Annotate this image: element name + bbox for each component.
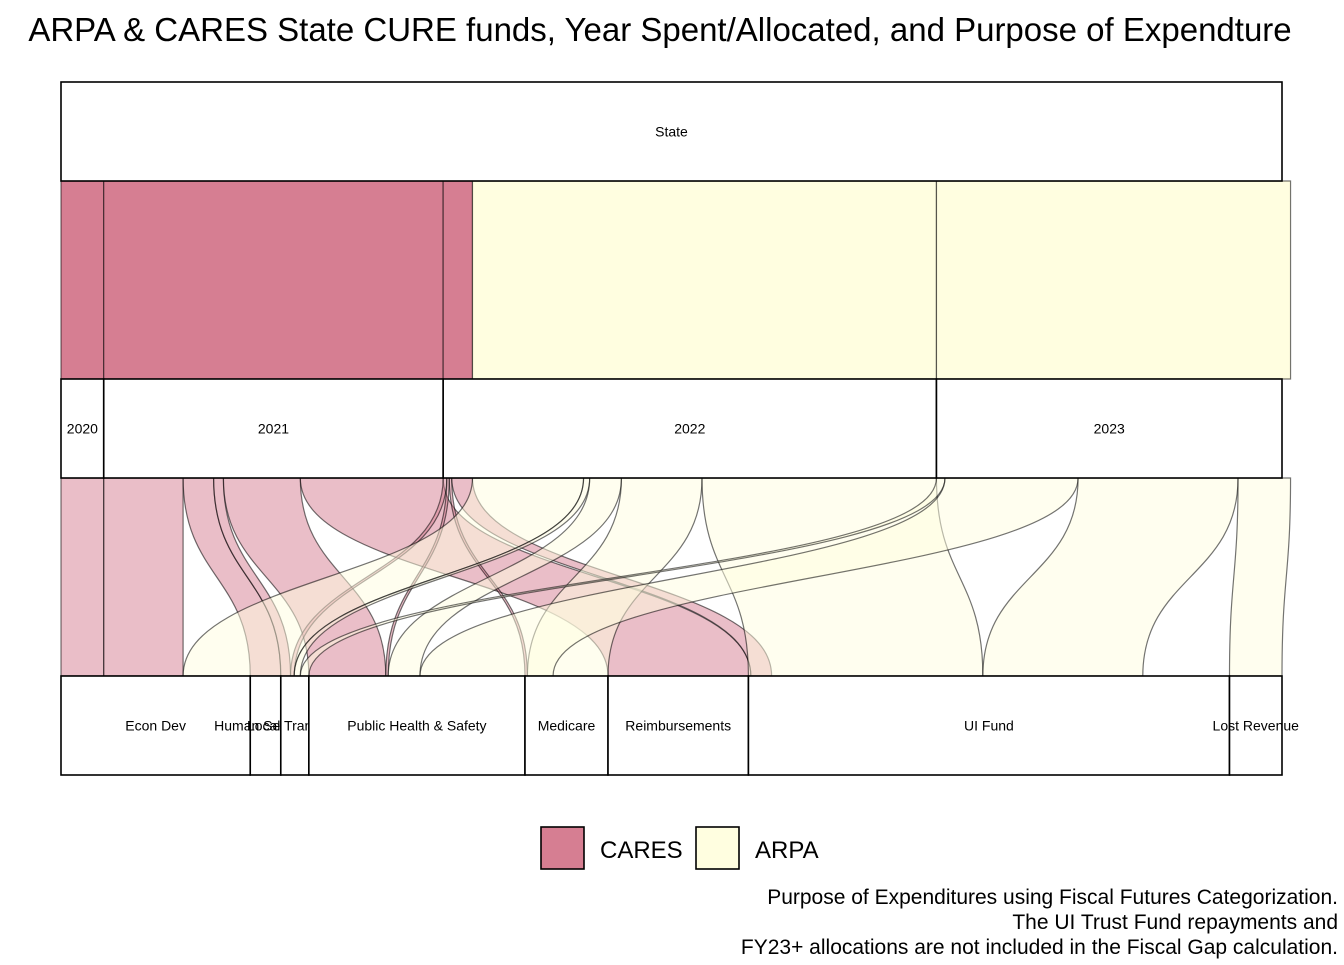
stratum-2021 — [102, 378, 444, 479]
legend-label-arpa: ARPA — [755, 837, 819, 864]
flow-2023-lost-revenue-arpa — [1228, 477, 1292, 677]
caption-line: The UI Trust Fund repayments and — [1012, 911, 1338, 934]
legend-swatch-arpa — [695, 826, 740, 870]
stratum-2023 — [935, 378, 1283, 479]
stratum-econ-dev — [60, 675, 252, 776]
stratum-label-econ-dev: Econ Dev — [125, 718, 186, 734]
stratum-public-health-safety — [308, 675, 526, 776]
caption-line: Purpose of Expenditures using Fiscal Fut… — [767, 886, 1338, 909]
stratum-state — [60, 81, 1283, 182]
stratum-ui-fund — [747, 675, 1231, 776]
stratum-label-lost-revenue: Lost Revenue — [1213, 718, 1300, 734]
year-to-purpose-flows — [60, 477, 1292, 677]
flow-state-2022-arpa — [471, 180, 938, 380]
stratum-label-medicare: Medicare — [538, 718, 596, 734]
stratum-2020 — [60, 378, 105, 479]
legend: CARES ARPA — [540, 826, 819, 870]
stratum-local-transfers — [279, 675, 310, 776]
stratum-reimbursements — [607, 675, 750, 776]
stratum-label-state: State — [655, 124, 688, 140]
stratum-label-ui-fund: UI Fund — [964, 718, 1014, 734]
stratum-human-services — [249, 675, 282, 776]
flow-state-2020-cares — [60, 180, 105, 380]
stratum-label-2022: 2022 — [674, 421, 705, 437]
stratum-label-2020: 2020 — [67, 421, 98, 437]
stratum-label-public-health-safety: Public Health & Safety — [347, 718, 486, 734]
legend-label-cares: CARES — [600, 837, 683, 864]
stratum-label-2021: 2021 — [258, 421, 289, 437]
flow-state-2023-arpa — [935, 180, 1292, 380]
legend-swatch-cares — [540, 826, 585, 870]
stratum-lost-revenue — [1228, 675, 1283, 776]
flow-state-2021-cares — [103, 180, 444, 380]
caption: Purpose of Expenditures using Fiscal Fut… — [741, 886, 1338, 959]
stratum-2022 — [442, 378, 938, 479]
flow-2020-econ-dev-cares — [60, 477, 105, 677]
chart-title: ARPA & CARES State CURE funds, Year Spen… — [28, 11, 1291, 48]
stratum-label-reimbursements: Reimbursements — [625, 718, 731, 734]
stratum-label-2023: 2023 — [1094, 421, 1125, 437]
caption-line: FY23+ allocations are not included in th… — [741, 936, 1338, 959]
stratum-medicare — [524, 675, 609, 776]
flow-2021-econ-dev-cares — [103, 477, 184, 677]
state-to-year-flows — [60, 180, 1292, 380]
flow-state-2022-cares — [442, 180, 474, 380]
